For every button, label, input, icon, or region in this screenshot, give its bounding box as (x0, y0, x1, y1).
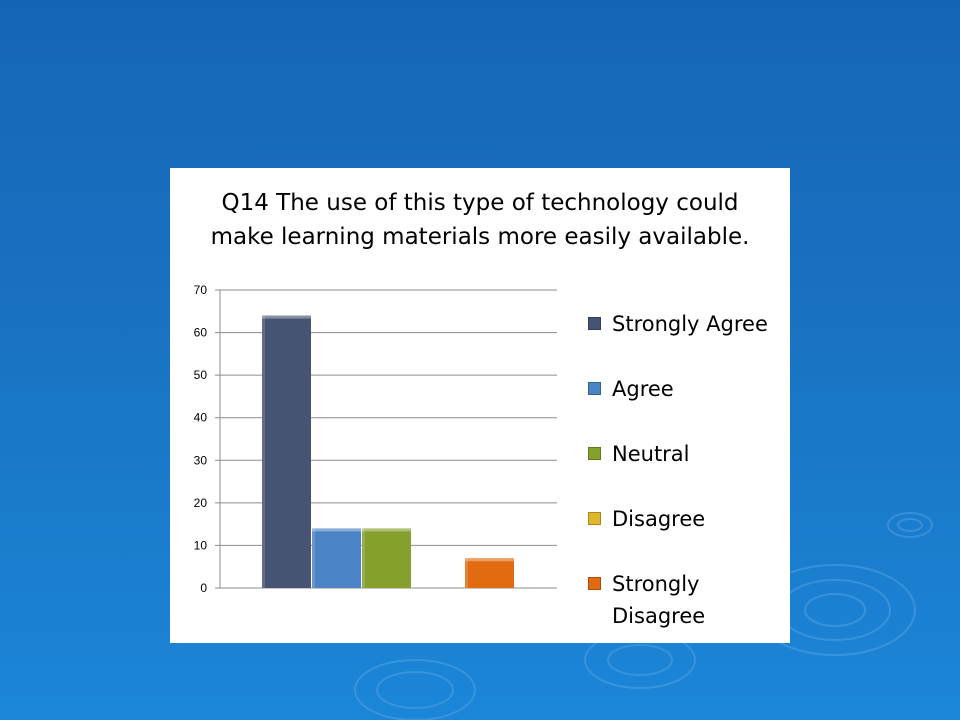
bar-edge-4 (465, 558, 468, 588)
legend-item: Strongly Agree (588, 308, 788, 373)
legend-label: Agree (612, 377, 674, 401)
bar-edge-2 (362, 528, 365, 588)
legend-item: Neutral (588, 438, 788, 503)
chart-legend: Strongly Agree Agree Neutral Disagree Strong… (588, 308, 788, 633)
y-tick-label: 50 (194, 368, 208, 382)
legend-label: Strongly Disagree (612, 572, 706, 628)
legend-item: Agree (588, 373, 788, 438)
legend-swatch (588, 382, 601, 395)
y-tick-label: 10 (194, 538, 208, 552)
bar-1 (312, 528, 361, 588)
y-tick-label: 60 (194, 326, 208, 340)
bar-highlight-1 (312, 528, 361, 532)
bar-4 (465, 558, 514, 588)
chart-title: Q14 The use of this type of technology c… (170, 186, 790, 254)
bar-0 (262, 315, 311, 588)
legend-label: Disagree (612, 507, 706, 531)
legend-item: Strongly Disagree (588, 568, 788, 633)
legend-swatch (588, 317, 601, 330)
bar-edge-1 (312, 528, 315, 588)
chart-panel: Q14 The use of this type of technology c… (170, 168, 790, 643)
legend-label: Neutral (612, 442, 690, 466)
y-tick-label: 30 (194, 453, 208, 467)
bar-edge-0 (262, 315, 265, 588)
chart-title-line-2: make learning materials more easily avai… (210, 224, 750, 250)
y-tick-label: 70 (194, 283, 208, 297)
bar-chart: 0 10 20 30 40 50 60 70 (194, 283, 557, 595)
bar-2 (362, 528, 411, 588)
legend-swatch (588, 512, 601, 525)
legend-item: Disagree (588, 503, 788, 568)
bar-highlight-0 (262, 315, 311, 319)
legend-swatch (588, 447, 601, 460)
chart-title-line-1: Q14 The use of this type of technology c… (221, 190, 739, 216)
y-tick-label: 20 (194, 496, 208, 510)
legend-label: Strongly Agree (612, 312, 768, 336)
y-tick-label: 40 (194, 411, 208, 425)
bar-highlight-4 (465, 558, 514, 562)
legend-swatch (588, 577, 601, 590)
y-tick-label: 0 (200, 581, 207, 595)
bar-highlight-2 (362, 528, 411, 532)
